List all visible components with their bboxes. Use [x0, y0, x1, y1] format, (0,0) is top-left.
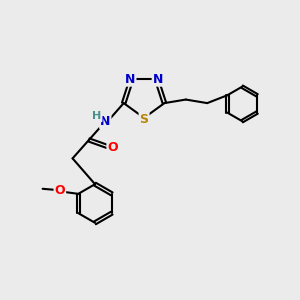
Text: N: N — [100, 115, 110, 128]
Text: S: S — [140, 112, 148, 126]
Text: O: O — [107, 142, 118, 154]
Text: O: O — [55, 184, 65, 197]
Text: H: H — [92, 111, 102, 121]
Text: N: N — [153, 73, 163, 86]
Text: N: N — [125, 73, 136, 86]
